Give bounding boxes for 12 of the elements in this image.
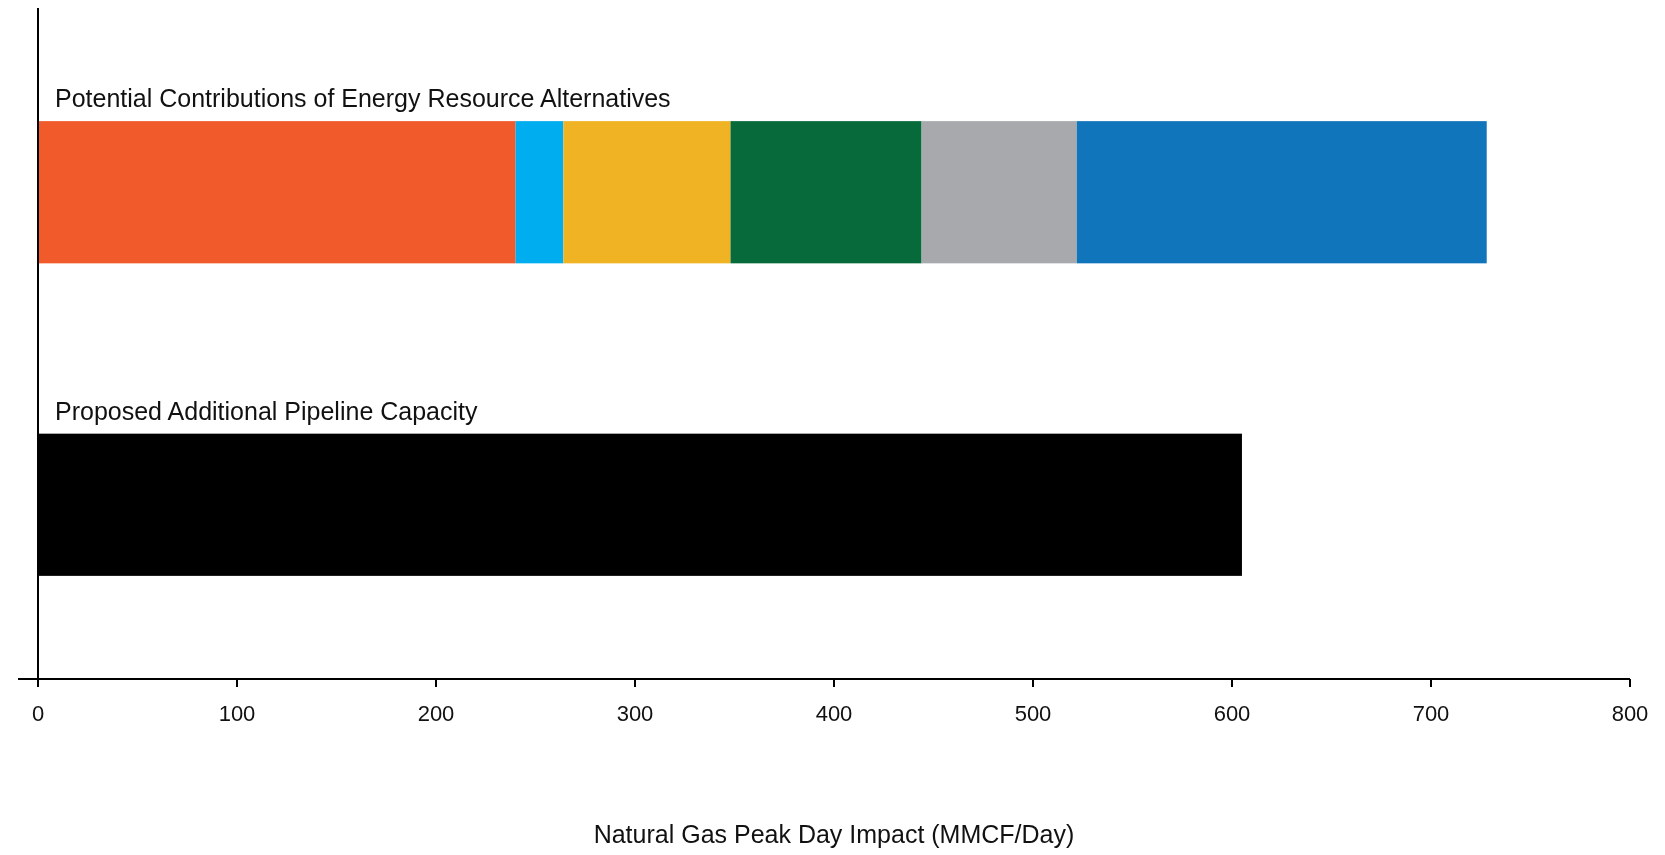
x-tick-label: 500 xyxy=(1014,701,1052,726)
x-axis-title: Natural Gas Peak Day Impact (MMCF/Day) xyxy=(593,820,1075,848)
x-tick-label: 400 xyxy=(815,701,853,726)
x-tick-label: 100 xyxy=(218,701,256,726)
x-tick-label: 0 xyxy=(31,701,45,726)
x-tick-label: 700 xyxy=(1412,701,1450,726)
x-tick-label: 300 xyxy=(616,701,654,726)
y-tick-label: Proposed Additional Pipeline Capacity xyxy=(55,396,478,425)
x-tick-label: 600 xyxy=(1213,701,1251,726)
y-tick-label: Potential Contributions of Energy Resource Alternatives xyxy=(55,84,671,113)
x-tick-label: 200 xyxy=(417,701,455,726)
x-tick-label: 800 xyxy=(1611,701,1649,726)
